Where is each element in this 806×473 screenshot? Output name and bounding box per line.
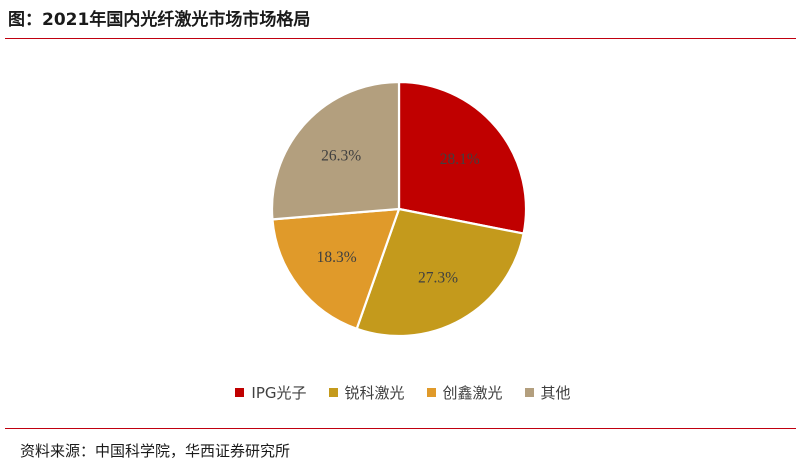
source-note: 资料来源：中国科学院，华西证券研究所 [20, 442, 291, 460]
legend-item-2: 锐科激光 [328, 382, 405, 403]
pie-slice-4 [270, 80, 401, 221]
legend-swatch-icon [328, 388, 338, 397]
pie-slice-2 [355, 207, 525, 338]
figure-title: 图：2021年国内光纤激光市场市场格局 [8, 10, 311, 30]
legend-swatch-icon [426, 388, 436, 397]
pie-slice-1 [397, 80, 528, 235]
legend-swatch-icon [235, 388, 245, 397]
title-rule [5, 38, 796, 39]
slice-data-label-2: 27.3% [418, 269, 458, 286]
legend-label: 创鑫激光 [442, 384, 503, 402]
legend-item-3: 创鑫激光 [426, 382, 503, 403]
slice-data-label-4: 26.3% [321, 148, 361, 165]
source-rule [5, 428, 796, 429]
legend-swatch-icon [524, 388, 534, 397]
legend-label: 其他 [540, 384, 571, 402]
slice-data-label-1: 28.1% [440, 151, 480, 168]
legend-label: 锐科激光 [344, 384, 405, 402]
legend-item-4: 其他 [524, 382, 571, 403]
slice-data-label-3: 18.3% [317, 249, 357, 266]
legend-label: IPG光子 [251, 384, 307, 402]
legend-item-1: IPG光子 [235, 382, 307, 403]
chart-legend: IPG光子 锐科激光 创鑫激光 其他 [0, 382, 806, 403]
pie-slice-3 [271, 207, 401, 330]
